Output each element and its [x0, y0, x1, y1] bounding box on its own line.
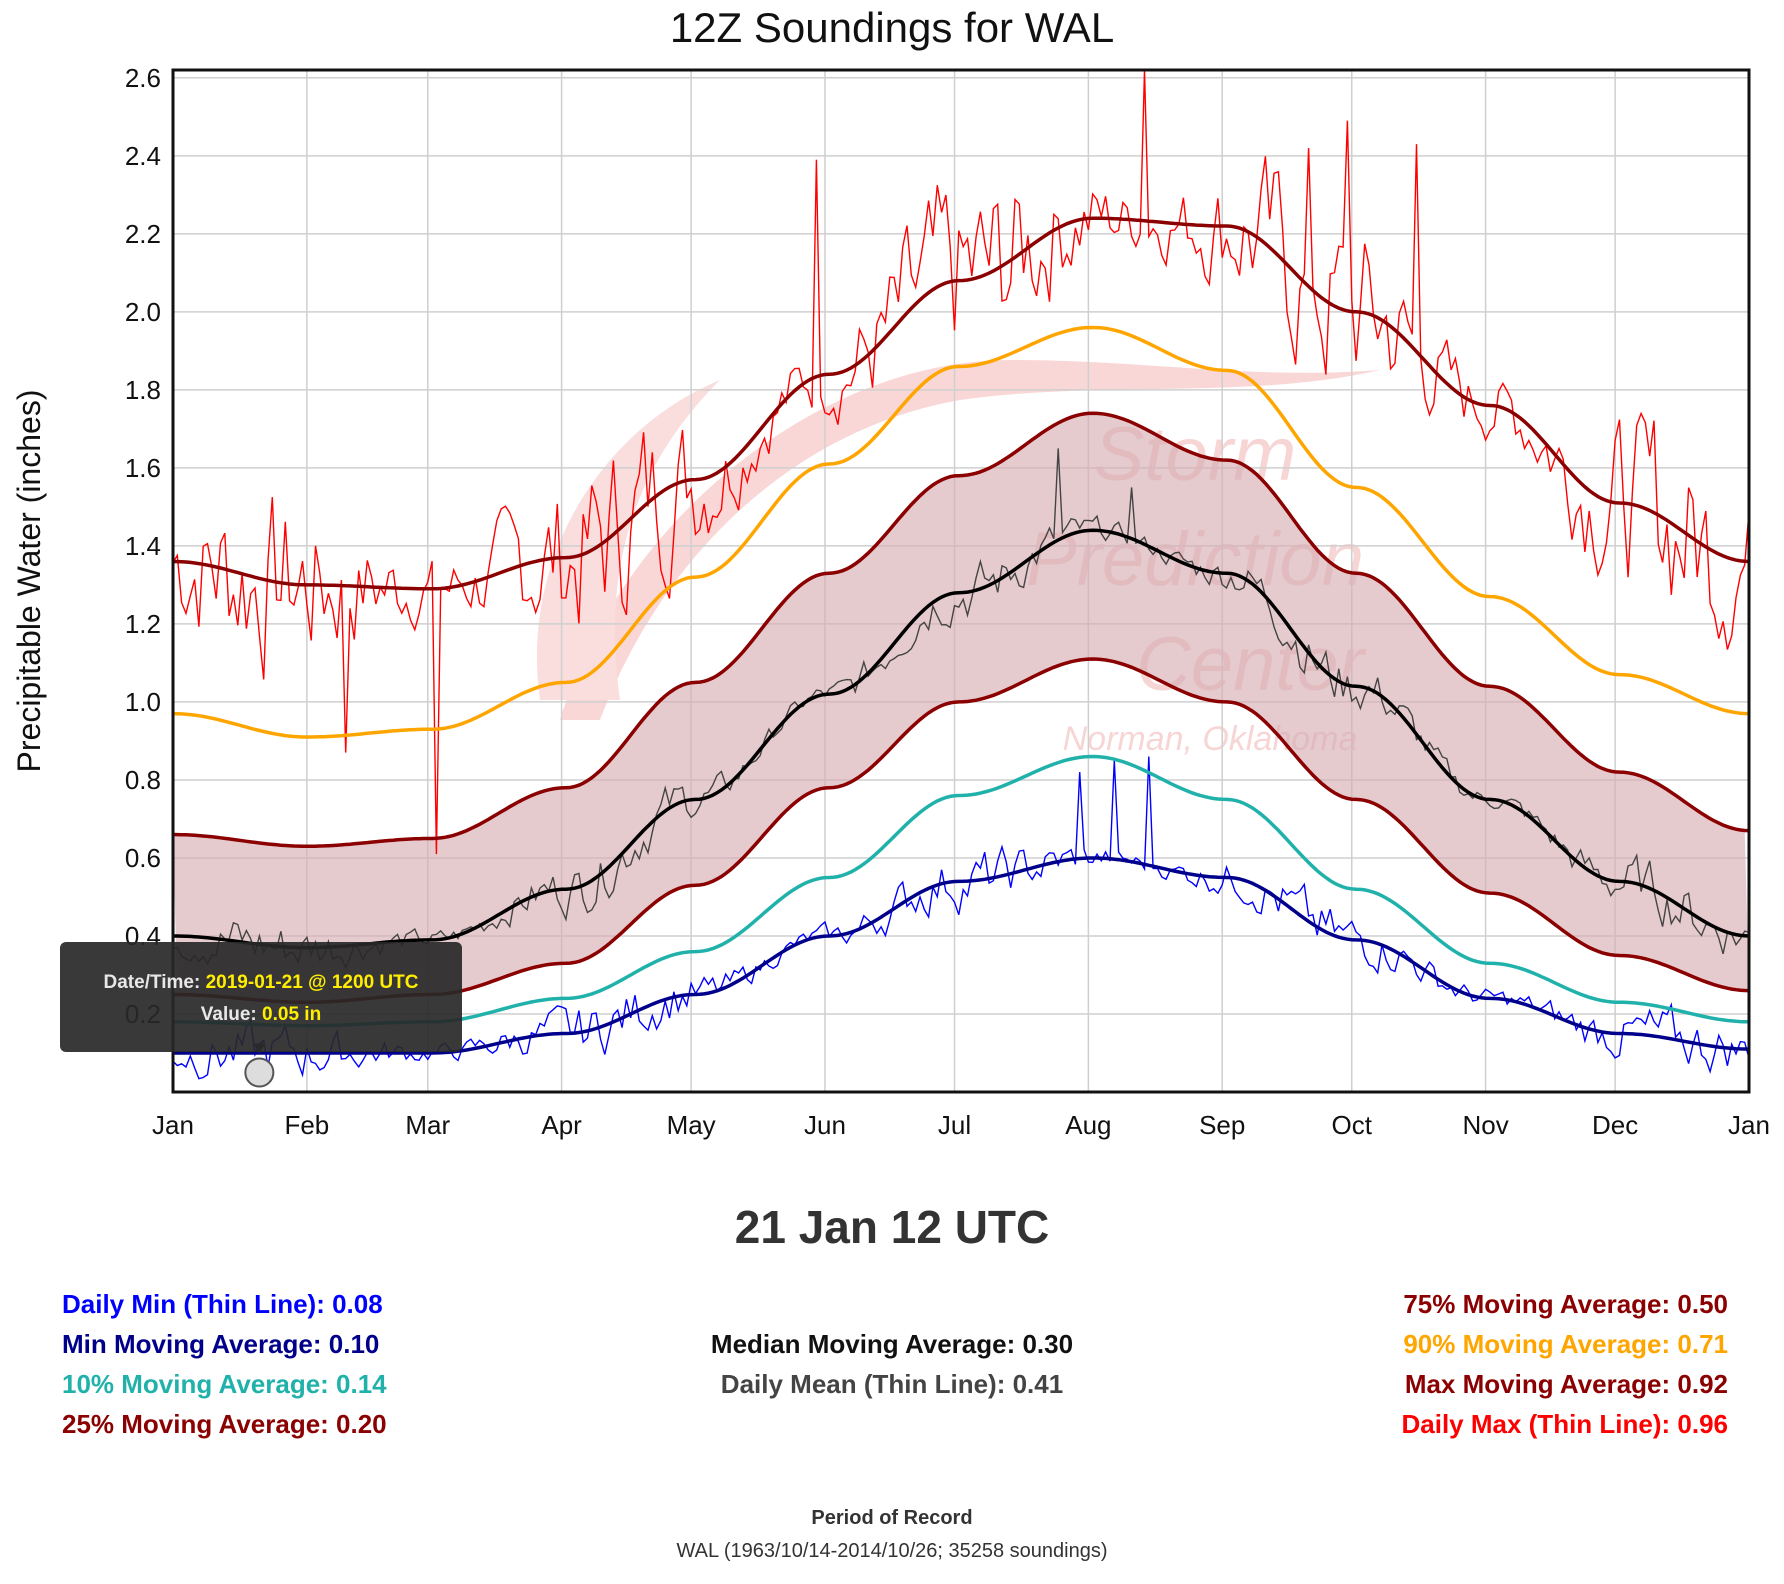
x-tick-label: Apr [541, 1110, 582, 1140]
median-ma-line [173, 528, 1750, 950]
y-tick-label: 1.6 [125, 453, 161, 483]
y-axis-label: Precipitable Water (inches) [11, 390, 47, 773]
x-tick-label: Feb [284, 1110, 329, 1140]
selected-date-heading: 21 Jan 12 UTC [734, 1201, 1050, 1253]
chart-title: 12Z Soundings for WAL [670, 4, 1114, 51]
stat-75pct-moving-average: 75% Moving Average: 0.50 [1403, 1289, 1728, 1319]
tooltip-date-value: 2019-01-21 @ 1200 UTC [205, 972, 419, 993]
x-axis-ticks: Jan Feb Mar Apr May Jun Jul Aug Sep Oct Nov Dec Jan [152, 1110, 1770, 1140]
tooltip-value-label: Value: [200, 1004, 257, 1025]
x-tick-label: Jul [938, 1110, 971, 1140]
y-tick-label: 2.6 [125, 63, 161, 93]
watermark-swoosh-2 [536, 380, 720, 700]
period-of-record-heading: Period of Record [811, 1507, 973, 1529]
x-tick-label: Jan [1728, 1110, 1770, 1140]
x-tick-label: Jun [804, 1110, 846, 1140]
max-ma-line [172, 216, 1750, 591]
x-tick-label: Mar [405, 1110, 450, 1140]
stat-daily-max: Daily Max (Thin Line): 0.96 [1401, 1409, 1728, 1439]
p75-ma-line [172, 411, 1750, 849]
band-area [173, 413, 1749, 1003]
y-tick-label: 0.8 [125, 765, 161, 795]
precipitable-water-chart: 12Z Soundings for WAL Storm Prediction C… [11, 4, 1770, 1140]
interquartile-band [173, 413, 1749, 1003]
stat-min-moving-average: Min Moving Average: 0.10 [62, 1329, 380, 1359]
p90-ma-line [172, 325, 1750, 739]
daily-mean-line [172, 448, 1750, 970]
x-tick-label: May [667, 1110, 716, 1140]
tooltip-value-value: 0.05 in [262, 1004, 322, 1025]
daily-max-line [172, 69, 1750, 855]
y-axis-ticks: 0.20.40.60.81.01.21.41.61.82.02.22.42.6 [125, 63, 161, 1029]
tooltip-date-label: Date/Time: [103, 972, 201, 993]
tooltip-value-row: Value: 0.05 in [60, 1004, 462, 1026]
y-tick-label: 2.2 [125, 219, 161, 249]
min-ma-line [173, 856, 1750, 1055]
stat-10pct-moving-average: 10% Moving Average: 0.14 [62, 1369, 387, 1399]
stat-90pct-moving-average: 90% Moving Average: 0.71 [1403, 1329, 1728, 1359]
y-tick-label: 1.2 [125, 609, 161, 639]
chart-series [172, 69, 1750, 1080]
y-tick-label: 1.0 [125, 687, 161, 717]
x-tick-label: Dec [1592, 1110, 1638, 1140]
plot-frame [171, 68, 1751, 1094]
stat-daily-min: Daily Min (Thin Line): 0.08 [62, 1289, 383, 1319]
y-tick-label: 1.8 [125, 375, 161, 405]
watermark-swoosh [560, 360, 1380, 720]
x-tick-label: Nov [1462, 1110, 1508, 1140]
hover-point[interactable] [244, 1057, 275, 1088]
x-tick-label: Oct [1332, 1110, 1373, 1140]
y-tick-label: 2.4 [125, 141, 161, 171]
y-tick-label: 2.0 [125, 297, 161, 327]
x-tick-label: Jan [152, 1110, 194, 1140]
x-tick-label: Sep [1199, 1110, 1245, 1140]
period-of-record-detail: WAL (1963/10/14-2014/10/26; 35258 soundi… [676, 1540, 1108, 1562]
y-tick-label: 1.4 [125, 531, 161, 561]
x-tick-label: Aug [1065, 1110, 1111, 1140]
stat-max-moving-average: Max Moving Average: 0.92 [1404, 1369, 1728, 1399]
stat-25pct-moving-average: 25% Moving Average: 0.20 [62, 1409, 387, 1439]
hover-tooltip: Date/Time: 2019-01-21 @ 1200 UTC Value: … [60, 942, 462, 1052]
tooltip-date-row: Date/Time: 2019-01-21 @ 1200 UTC [60, 972, 462, 994]
stat-daily-mean: Daily Mean (Thin Line): 0.41 [720, 1369, 1064, 1399]
y-tick-label: 0.6 [125, 843, 161, 873]
stat-median-moving-average: Median Moving Average: 0.30 [710, 1329, 1074, 1359]
